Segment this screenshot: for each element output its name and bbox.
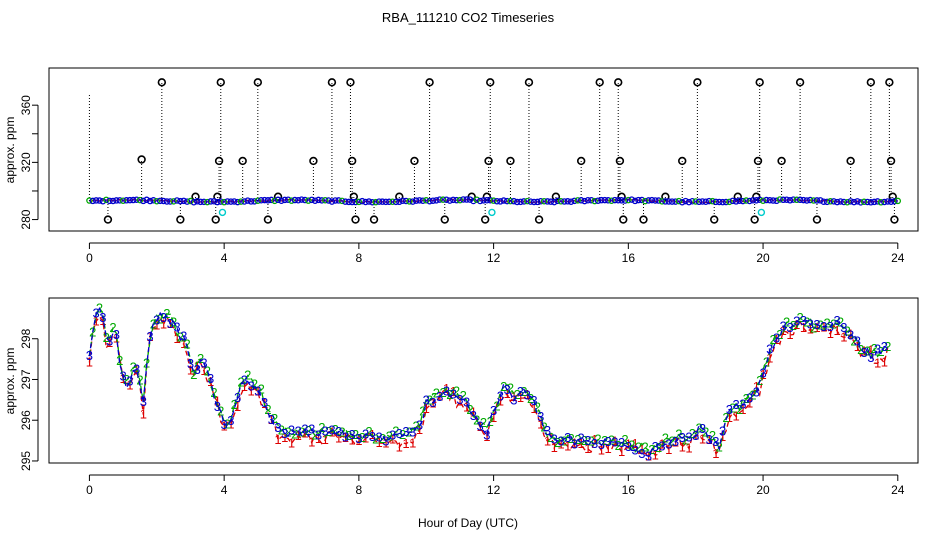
calibration-marker-1 bbox=[489, 209, 495, 215]
top-axes: 0 4 8 12 16 20 24 280 320 360 bbox=[19, 95, 905, 265]
co2-timeseries-figure: RBA_111210 CO2 Timeseries 0 4 8 12 16 20 24 280… bbox=[0, 0, 936, 540]
series-3-marker: 3 bbox=[537, 409, 544, 424]
bottom-panel: 11 11 11 11111 1 11 11 1 1111 111 1 1111 1 11 11 1 11 1 1 1… bbox=[3, 298, 918, 530]
series-3-marker: 3 bbox=[490, 403, 497, 418]
bottom-x-tick-label: 20 bbox=[756, 483, 770, 497]
calibration-marker-0 bbox=[219, 209, 225, 215]
bottom-x-tick-label: 12 bbox=[487, 483, 501, 497]
excursion-marker-43 bbox=[694, 79, 701, 86]
top-y-tick-label: 320 bbox=[19, 152, 33, 172]
bottom-x-tick-label: 24 bbox=[891, 483, 905, 497]
top-x-tick-label: 0 bbox=[86, 251, 93, 265]
top-y-axis-label: approx. ppm bbox=[3, 117, 17, 184]
top-x-tick-label: 24 bbox=[891, 251, 905, 265]
series-3-marker: 3 bbox=[200, 355, 207, 370]
excursion-marker-53 bbox=[847, 158, 854, 165]
top-red-trace bbox=[89, 199, 897, 202]
excursion-marker-8 bbox=[216, 158, 223, 165]
excursion-marker-50 bbox=[778, 158, 785, 165]
series-3-marker: 3 bbox=[719, 423, 726, 438]
top-x-tick-label: 16 bbox=[622, 251, 636, 265]
series-3-marker: 3 bbox=[483, 427, 490, 442]
series-3-marker: 3 bbox=[759, 366, 766, 381]
bottom-x-tick-label: 16 bbox=[622, 483, 636, 497]
top-plot-frame bbox=[49, 68, 918, 231]
series-3-marker: 3 bbox=[99, 310, 106, 325]
bottom-y-tick-label: 297 bbox=[19, 369, 33, 389]
excursion-marker-49 bbox=[756, 79, 763, 86]
excursion-marker-9 bbox=[217, 79, 224, 86]
bottom-y-tick-label: 295 bbox=[19, 451, 33, 471]
top-y-tick-label: 360 bbox=[19, 95, 33, 115]
top-panel: 0 4 8 12 16 20 24 280 320 360 approx. ppm bbox=[3, 68, 918, 265]
excursion-marker-55 bbox=[886, 79, 893, 86]
excursion-marker-36 bbox=[615, 79, 622, 86]
excursion-marker-56 bbox=[888, 158, 895, 165]
excursion-marker-48 bbox=[755, 158, 762, 165]
series-3-marker: 3 bbox=[180, 328, 187, 343]
series-3-marker: 3 bbox=[207, 371, 214, 386]
series-3-marker: 3 bbox=[530, 393, 537, 408]
series-3-marker: 3 bbox=[753, 385, 760, 400]
series-3-marker: 3 bbox=[113, 327, 120, 342]
series-3-marker: 3 bbox=[261, 395, 268, 410]
excursion-marker-37 bbox=[617, 158, 624, 165]
figure-title: RBA_111210 CO2 Timeseries bbox=[382, 10, 555, 25]
series-3-marker: 3 bbox=[133, 362, 140, 377]
top-x-tick-label: 20 bbox=[756, 251, 770, 265]
series-3-marker: 3 bbox=[146, 329, 153, 344]
top-x-tick-label: 4 bbox=[221, 251, 228, 265]
series-3-marker: 3 bbox=[214, 399, 221, 414]
series-3-marker: 3 bbox=[234, 390, 241, 405]
excursion-marker-42 bbox=[679, 158, 686, 165]
series-3-marker: 3 bbox=[227, 413, 234, 428]
bottom-x-tick-label: 0 bbox=[86, 483, 93, 497]
calibration-marker-2 bbox=[758, 209, 764, 215]
top-x-tick-label: 8 bbox=[356, 251, 363, 265]
top-x-tick-label: 12 bbox=[487, 251, 501, 265]
x-axis-label: Hour of Day (UTC) bbox=[418, 516, 518, 530]
bottom-y-axis-label: approx. ppm bbox=[3, 348, 17, 415]
bottom-y-tick-label: 298 bbox=[19, 328, 33, 348]
excursion-marker-34 bbox=[578, 158, 585, 165]
series-3-marker: 3 bbox=[416, 417, 423, 432]
top-marks bbox=[87, 79, 901, 223]
bottom-x-tick-label: 8 bbox=[356, 483, 363, 497]
series-3-marker: 3 bbox=[86, 348, 93, 363]
bottom-x-tick-label: 4 bbox=[221, 483, 228, 497]
series-3-marker: 3 bbox=[881, 339, 888, 354]
series-3-marker: 3 bbox=[140, 394, 147, 409]
top-y-tick-label: 280 bbox=[19, 209, 33, 229]
bottom-y-tick-label: 296 bbox=[19, 410, 33, 430]
